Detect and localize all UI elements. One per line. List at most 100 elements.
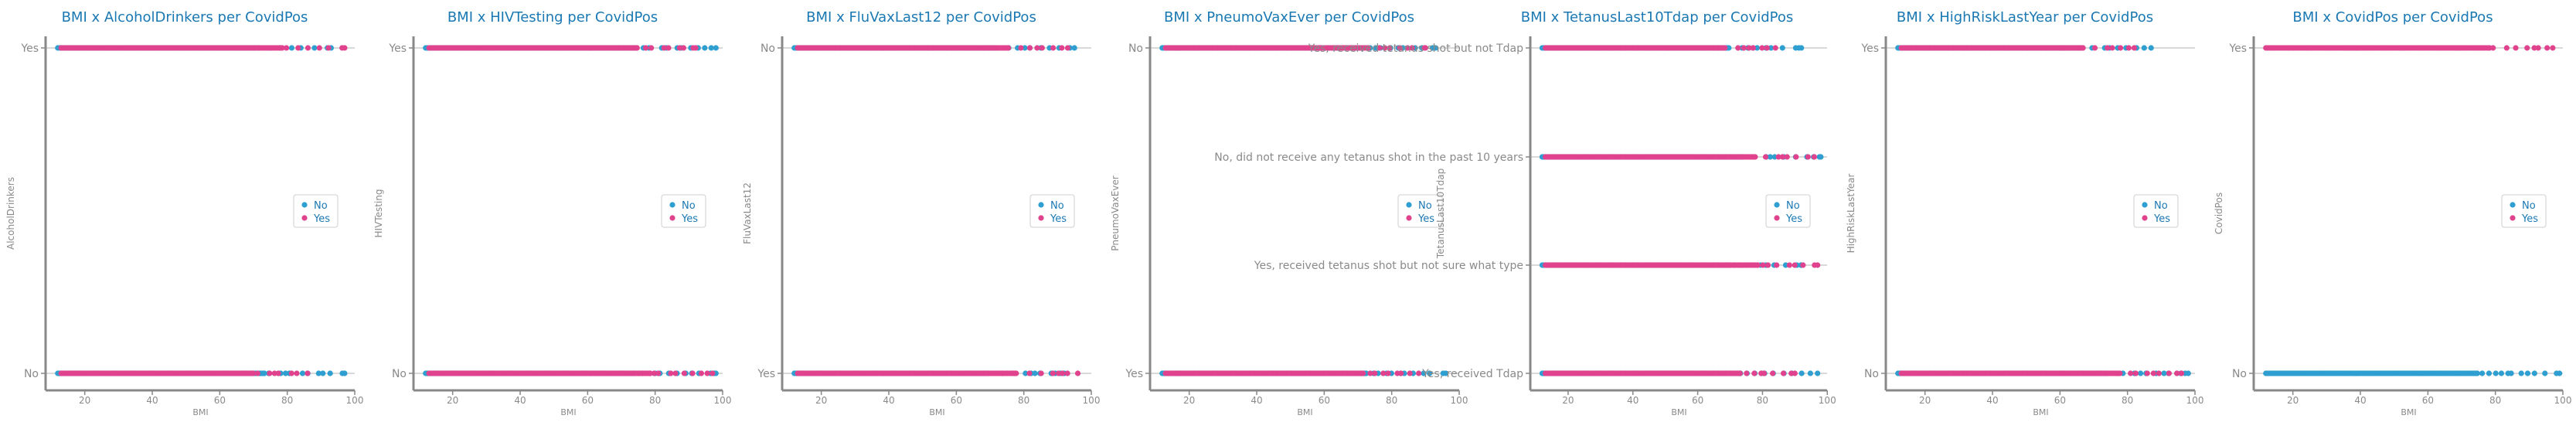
- data-point: [1750, 45, 1756, 51]
- data-point: [1760, 262, 1766, 268]
- data-point: [299, 370, 306, 376]
- data-point: [713, 45, 719, 51]
- x-tick-label: 40: [146, 395, 158, 406]
- data-point: [320, 370, 326, 376]
- data-point: [1372, 370, 1378, 376]
- data-point: [342, 45, 348, 51]
- data-point: [316, 45, 322, 51]
- x-tick-label: 80: [2122, 395, 2133, 406]
- data-point: [1782, 262, 1789, 268]
- y-axis-label: TetanusLast10Tdap: [1435, 169, 1446, 259]
- data-point: [2550, 45, 2556, 51]
- chart-title: BMI x HighRiskLastYear per CovidPos: [1897, 9, 2153, 26]
- data-point: [2091, 45, 2098, 51]
- y-tick-label: Yes: [757, 368, 775, 380]
- x-tick-label: 80: [281, 395, 293, 406]
- data-point: [1805, 154, 1811, 160]
- data-point: [698, 370, 705, 376]
- data-point: [284, 45, 290, 51]
- data-point: [1759, 45, 1765, 51]
- data-point: [1039, 45, 1045, 51]
- data-point: [2117, 45, 2124, 51]
- y-axis-label: PneumoVaxEver: [1110, 175, 1121, 250]
- data-point: [1376, 45, 1383, 51]
- data-point: [1387, 45, 1393, 51]
- data-point: [1050, 370, 1056, 376]
- x-tick-label: 40: [883, 395, 894, 406]
- data-point: [1367, 370, 1373, 376]
- legend-marker: [2510, 215, 2516, 221]
- data-point: [1385, 370, 1391, 376]
- y-tick-label: No: [2232, 368, 2247, 380]
- x-tick-label: 20: [447, 395, 458, 406]
- data-point: [1818, 154, 1824, 160]
- x-tick-label: 20: [2287, 395, 2299, 406]
- data-point: [2524, 370, 2531, 376]
- data-point: [2557, 370, 2563, 376]
- data-point: [1380, 370, 1387, 376]
- x-axis-label: BMI: [2033, 407, 2048, 417]
- legend-label: No: [2522, 200, 2536, 212]
- x-axis-label: BMI: [192, 407, 208, 417]
- data-point: [1780, 370, 1787, 376]
- y-axis-label: CovidPos: [2214, 192, 2224, 234]
- data-point: [1022, 45, 1028, 51]
- data-point: [1807, 370, 1813, 376]
- legend-label: Yes: [1050, 213, 1067, 225]
- x-tick-label: 60: [1692, 395, 1703, 406]
- chart-panel: BMI x CovidPos per CovidPos CovidPos BMI Ye…: [2214, 9, 2571, 417]
- x-tick-label: 80: [649, 395, 661, 406]
- x-tick-label: 100: [714, 395, 732, 406]
- data-point: [1800, 262, 1806, 268]
- x-tick-label: 60: [1319, 395, 1330, 406]
- data-point: [2490, 45, 2496, 51]
- data-point: [1432, 45, 1439, 51]
- data-point: [1798, 45, 1805, 51]
- data-point: [261, 370, 267, 376]
- data-point: [655, 370, 662, 376]
- x-axis-label: BMI: [929, 407, 944, 417]
- data-point: [1064, 45, 1071, 51]
- data-point: [2109, 45, 2115, 51]
- data-point: [1779, 45, 1785, 51]
- legend-marker: [2142, 202, 2148, 208]
- data-point: [676, 45, 682, 51]
- data-point: [1815, 370, 1821, 376]
- x-tick-label: 40: [514, 395, 526, 406]
- data-point: [2474, 370, 2480, 376]
- data-point: [2148, 45, 2154, 51]
- data-point: [2518, 370, 2524, 376]
- legend-marker: [301, 202, 308, 208]
- data-point: [702, 45, 708, 51]
- data-point: [1744, 370, 1750, 376]
- legend-label: Yes: [1785, 213, 1802, 225]
- data-point: [294, 370, 300, 376]
- data-point: [1026, 45, 1033, 51]
- x-tick-label: 80: [1757, 395, 1768, 406]
- data-point: [254, 370, 260, 376]
- chart-panel: BMI x FluVaxLast12 per CovidPos FluVaxLas…: [742, 9, 1100, 417]
- data-point: [1398, 370, 1404, 376]
- data-point: [1421, 370, 1427, 376]
- legend-label: No: [682, 200, 696, 212]
- legend-marker: [669, 215, 675, 221]
- data-point: [2178, 370, 2185, 376]
- data-point: [342, 370, 348, 376]
- data-point: [2498, 370, 2505, 376]
- data-point: [1074, 370, 1081, 376]
- legend-label: No: [1050, 200, 1064, 212]
- data-point: [2137, 370, 2144, 376]
- data-point: [1772, 45, 1778, 51]
- data-point: [1792, 370, 1798, 376]
- x-tick-label: 60: [2422, 395, 2434, 406]
- x-axis-label: BMI: [1297, 407, 1312, 417]
- data-point: [1407, 370, 1413, 376]
- data-point: [279, 45, 285, 51]
- data-point: [327, 370, 333, 376]
- data-point: [1764, 45, 1770, 51]
- legend-label: No: [1786, 200, 1800, 212]
- data-point: [1774, 262, 1780, 268]
- data-point: [1770, 370, 1776, 376]
- data-point: [1767, 154, 1773, 160]
- data-point: [1026, 370, 1033, 376]
